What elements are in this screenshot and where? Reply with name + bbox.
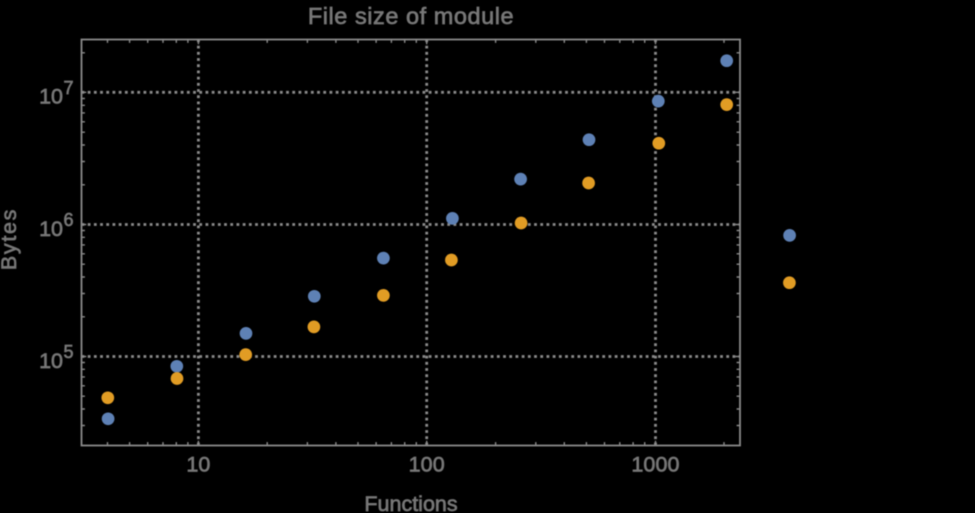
svg-text:File size of module: File size of module	[308, 3, 514, 29]
svg-text:1000: 1000	[631, 453, 679, 477]
svg-text:6: 6	[64, 210, 74, 230]
svg-text:Functions: Functions	[364, 492, 457, 513]
svg-text:7: 7	[64, 78, 74, 98]
svg-text:10: 10	[186, 453, 210, 477]
svg-text:Bytes: Bytes	[0, 208, 21, 270]
svg-text:5: 5	[64, 342, 74, 362]
svg-text:10: 10	[39, 85, 63, 109]
svg-text:10: 10	[39, 217, 63, 241]
svg-text:10: 10	[39, 349, 63, 373]
svg-text:100: 100	[409, 453, 445, 477]
